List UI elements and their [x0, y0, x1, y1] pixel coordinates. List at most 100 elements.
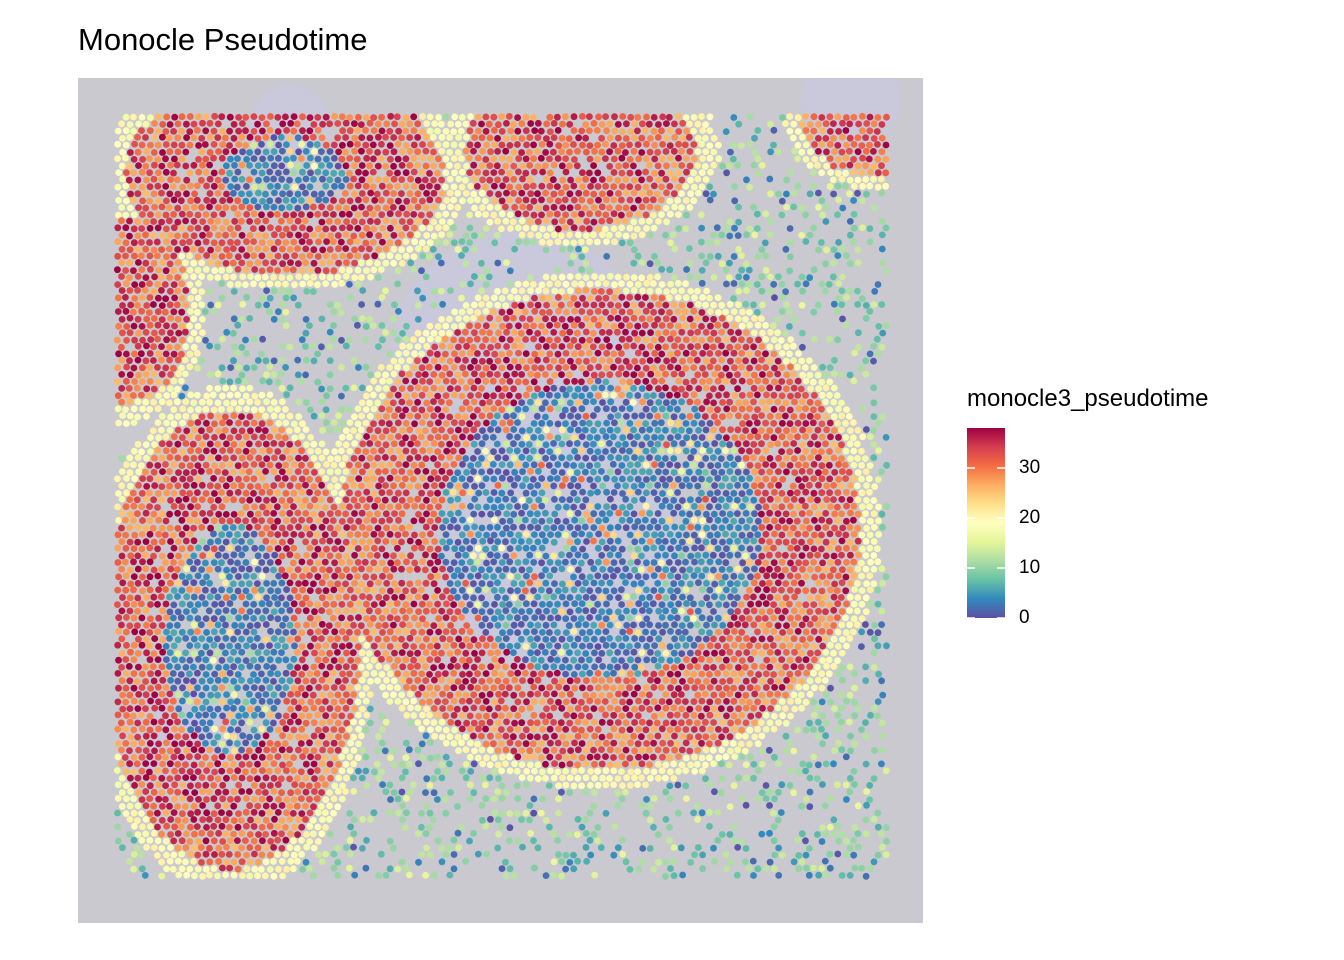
- spot-point: [830, 134, 837, 142]
- spot-point: [143, 176, 150, 184]
- spot-point: [254, 245, 262, 253]
- spot-point: [334, 468, 342, 475]
- spot-point: [287, 161, 294, 169]
- spot-point: [526, 134, 534, 141]
- spot-point: [426, 224, 434, 232]
- spot-point: [223, 440, 230, 448]
- spot-point: [815, 135, 822, 142]
- spot-point: [218, 503, 226, 511]
- spot-point: [610, 322, 618, 330]
- spot-point: [370, 377, 378, 385]
- spot-point: [575, 176, 582, 184]
- spot-point: [229, 330, 237, 337]
- spot-point: [538, 517, 546, 525]
- spot-point: [815, 510, 822, 518]
- spot-point: [126, 246, 134, 254]
- spot-point: [658, 377, 666, 385]
- spot-point: [779, 461, 786, 469]
- spot-point: [522, 405, 529, 413]
- spot-point: [166, 245, 173, 253]
- spot-point: [239, 273, 247, 280]
- spot-point: [535, 496, 543, 504]
- spot-point: [418, 391, 426, 399]
- spot-point: [190, 120, 198, 128]
- spot-point: [723, 169, 730, 177]
- spot-point: [319, 246, 327, 254]
- spot-point: [550, 524, 558, 532]
- spot-point: [218, 517, 226, 525]
- spot-point: [338, 433, 346, 441]
- spot-point: [614, 441, 622, 448]
- spot-point: [645, 384, 653, 392]
- spot-point: [446, 385, 454, 392]
- spot-point: [402, 114, 410, 121]
- spot-point: [550, 440, 557, 447]
- spot-point: [250, 433, 258, 441]
- spot-point: [466, 420, 473, 428]
- spot-point: [115, 322, 123, 330]
- spot-point: [467, 364, 474, 371]
- spot-point: [706, 406, 714, 414]
- spot-point: [114, 392, 122, 399]
- spot-point: [618, 183, 626, 190]
- spot-point: [134, 440, 142, 448]
- spot-point: [585, 225, 593, 233]
- spot-point: [391, 120, 398, 128]
- spot-point: [746, 225, 753, 233]
- spot-point: [603, 364, 610, 372]
- spot-point: [203, 224, 211, 232]
- spot-point: [718, 356, 725, 364]
- spot-point: [518, 371, 525, 378]
- spot-point: [674, 503, 682, 511]
- spot-point: [378, 113, 385, 121]
- spot-point: [593, 405, 601, 413]
- spot-point: [359, 538, 366, 545]
- spot-point: [754, 433, 762, 441]
- spot-point: [218, 168, 226, 176]
- spot-point: [306, 252, 314, 259]
- spot-point: [318, 315, 326, 323]
- spot-point: [561, 406, 569, 414]
- spot-point: [574, 454, 581, 461]
- spot-point: [606, 509, 614, 517]
- spot-point: [882, 155, 890, 163]
- spot-point: [642, 155, 650, 163]
- spot-point: [487, 148, 494, 156]
- spot-point: [495, 190, 502, 198]
- spot-point: [398, 385, 406, 392]
- spot-point: [335, 148, 342, 156]
- spot-point: [222, 511, 230, 518]
- spot-point: [703, 287, 710, 295]
- spot-point: [489, 461, 497, 468]
- spot-point: [467, 197, 474, 204]
- spot-point: [390, 259, 397, 267]
- spot-point: [434, 475, 442, 482]
- spot-point: [179, 239, 187, 247]
- spot-point: [802, 391, 809, 399]
- spot-point: [178, 503, 186, 511]
- spot-point: [195, 447, 203, 454]
- spot-point: [501, 482, 509, 490]
- spot-point: [846, 538, 854, 546]
- spot-point: [499, 530, 506, 538]
- spot-point: [649, 280, 657, 287]
- spot-point: [143, 302, 151, 309]
- spot-point: [138, 490, 146, 497]
- spot-point: [515, 197, 522, 204]
- spot-point: [190, 245, 197, 253]
- spot-point: [870, 454, 878, 461]
- spot-point: [866, 127, 874, 135]
- spot-point: [655, 218, 662, 225]
- spot-point: [358, 203, 365, 211]
- spot-point: [882, 267, 890, 275]
- spot-point: [562, 211, 569, 219]
- spot-point: [878, 245, 886, 253]
- spot-point: [195, 544, 202, 552]
- spot-point: [426, 182, 433, 190]
- spot-point: [714, 448, 722, 455]
- spot-point: [839, 204, 847, 212]
- spot-point: [270, 398, 278, 406]
- spot-point: [783, 496, 790, 504]
- spot-point: [646, 343, 654, 350]
- spot-point: [510, 481, 518, 489]
